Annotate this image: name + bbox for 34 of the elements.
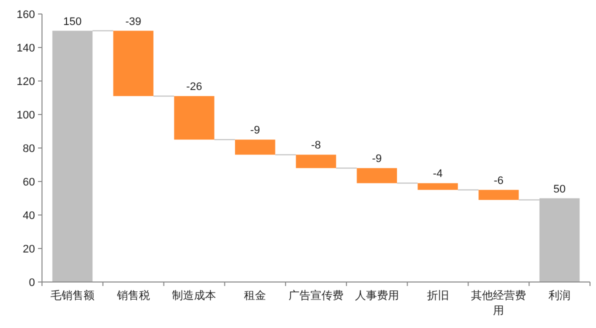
y-tick-label: 160 (16, 8, 35, 21)
data-label: 50 (553, 183, 566, 196)
x-tick-label: 租金 (244, 290, 266, 302)
x-tick-label: 制造成本 (172, 289, 216, 302)
data-label: -9 (372, 153, 382, 166)
y-tick-label: 40 (22, 210, 35, 222)
x-tick-label: 折旧 (426, 289, 449, 302)
x-tick-label: 人事费用 (354, 289, 399, 302)
data-label: -8 (311, 140, 321, 152)
y-tick-label: 60 (22, 176, 35, 188)
x-tick-label: 销售税 (116, 289, 150, 302)
data-label: -26 (186, 81, 202, 94)
y-tick-label: 140 (16, 42, 35, 54)
bar (478, 190, 519, 200)
y-tick-label: 120 (16, 76, 35, 88)
y-tick-label: 0 (28, 276, 35, 289)
x-tick-label: 广告宣传费 (288, 289, 344, 302)
data-label: 150 (63, 16, 82, 28)
x-tick-label: 毛销售额 (50, 289, 94, 302)
bar (356, 168, 397, 184)
data-label: -39 (125, 16, 142, 28)
data-label: -4 (432, 168, 443, 180)
data-label: -6 (494, 174, 504, 187)
y-tick-label: 80 (22, 142, 35, 155)
x-tick-label: 其他经营费用 (471, 289, 526, 317)
bar (296, 154, 336, 168)
y-tick-label: 20 (22, 243, 35, 256)
bar (418, 183, 458, 190)
x-tick-label: 利润 (548, 289, 571, 302)
bar (235, 140, 276, 155)
bar (113, 30, 154, 96)
y-tick-label: 100 (16, 109, 35, 122)
bar (174, 96, 214, 140)
data-label: -9 (250, 124, 260, 137)
